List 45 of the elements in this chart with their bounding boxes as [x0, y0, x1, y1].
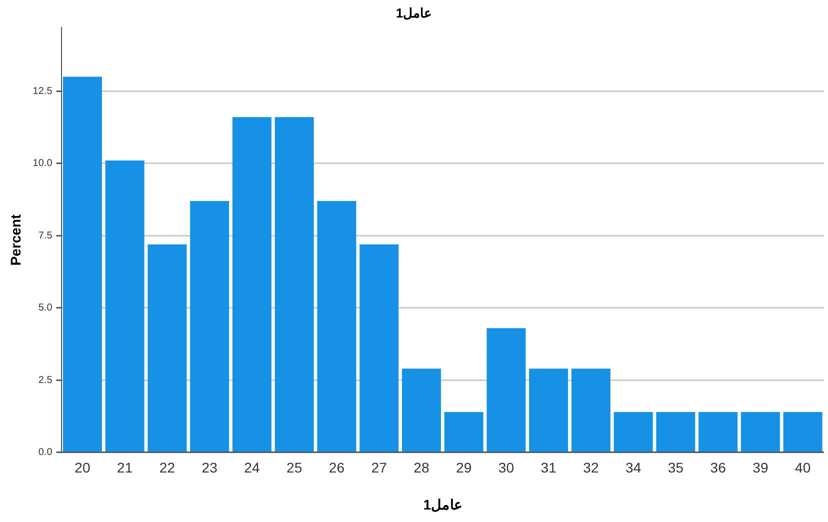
bar	[148, 244, 187, 452]
y-tick-label: 10.0	[32, 158, 53, 170]
x-tick-label: 29	[456, 460, 472, 476]
bar	[656, 412, 696, 452]
x-tick-label: 28	[414, 460, 430, 476]
y-tick-label: 12.5	[32, 86, 53, 97]
bar	[360, 244, 399, 452]
x-tick-label: 40	[795, 460, 811, 476]
bar	[529, 368, 568, 452]
chart-title: عامل1	[396, 5, 432, 20]
x-tick-label: 24	[244, 460, 260, 476]
x-tick-label: 22	[159, 460, 176, 476]
x-tick-label: 32	[583, 460, 599, 476]
bar	[62, 76, 102, 452]
x-tick-label: 36	[710, 460, 726, 476]
bar	[614, 412, 653, 452]
x-tick-label: 35	[668, 460, 684, 476]
x-tick-label: 30	[498, 460, 514, 476]
bar	[105, 160, 144, 452]
bar	[232, 117, 272, 452]
x-tick-label: 34	[626, 460, 642, 476]
x-tick-label: 23	[202, 460, 218, 476]
bar	[783, 412, 822, 452]
x-tick-label: 26	[328, 460, 345, 476]
x-tick-label: 39	[752, 460, 768, 476]
bar	[486, 328, 526, 452]
x-tick-label: 27	[371, 460, 388, 476]
y-tick-label: 2.5	[38, 374, 53, 386]
y-tick-label: 0.0	[38, 447, 53, 458]
x-tick-label: 31	[540, 460, 557, 476]
bar	[402, 368, 441, 452]
x-tick-label: 25	[286, 460, 302, 476]
y-tick-label: 7.5	[38, 230, 53, 242]
bar	[571, 368, 610, 452]
x-tick-label: 20	[74, 460, 90, 476]
y-axis-title: Percent	[7, 214, 24, 266]
x-tick-label: 21	[117, 460, 133, 476]
x-axis-title: عامل1	[423, 496, 462, 512]
bar	[444, 412, 484, 452]
bar	[274, 117, 314, 452]
bar	[740, 412, 780, 452]
bar	[190, 200, 230, 452]
y-tick-label: 5.0	[38, 302, 53, 314]
bar	[317, 200, 356, 452]
bar	[698, 412, 738, 452]
